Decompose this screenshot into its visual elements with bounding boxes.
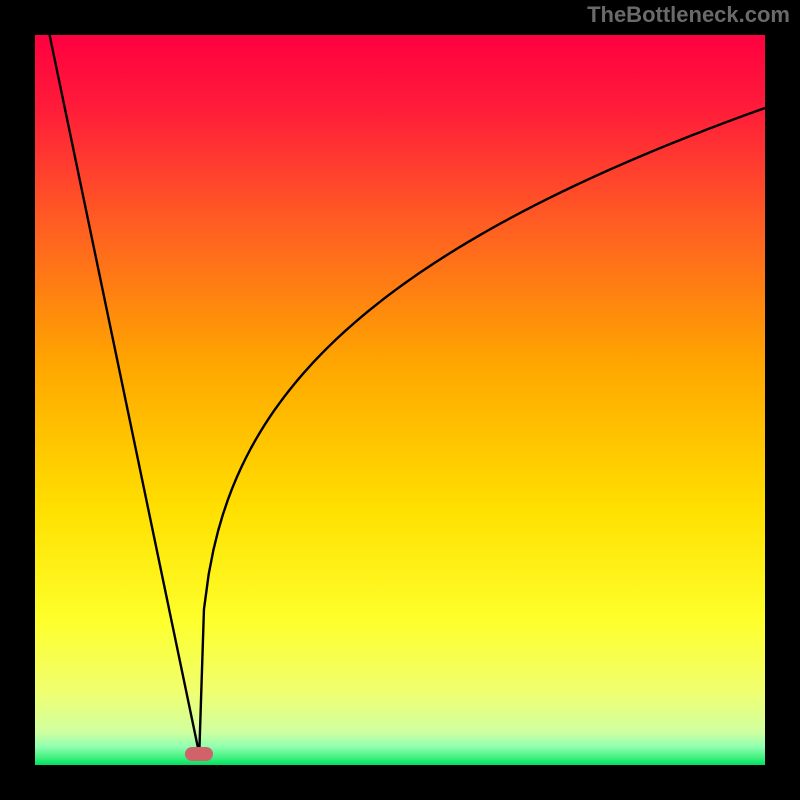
chart-container: TheBottleneck.com xyxy=(0,0,800,800)
gradient-background xyxy=(35,35,765,765)
watermark-text: TheBottleneck.com xyxy=(587,2,790,28)
plot-svg xyxy=(35,35,765,765)
trough-marker xyxy=(185,747,213,761)
plot-area xyxy=(35,35,765,765)
